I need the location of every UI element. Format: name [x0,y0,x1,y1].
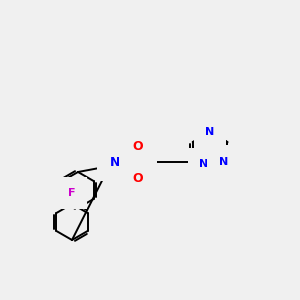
Text: F: F [68,188,76,198]
Text: N: N [206,127,214,137]
Text: O: O [133,140,143,152]
Text: S: S [133,155,143,169]
Text: O: O [133,172,143,184]
Text: N: N [218,157,228,166]
Text: N: N [199,159,208,169]
Text: N: N [110,155,120,169]
